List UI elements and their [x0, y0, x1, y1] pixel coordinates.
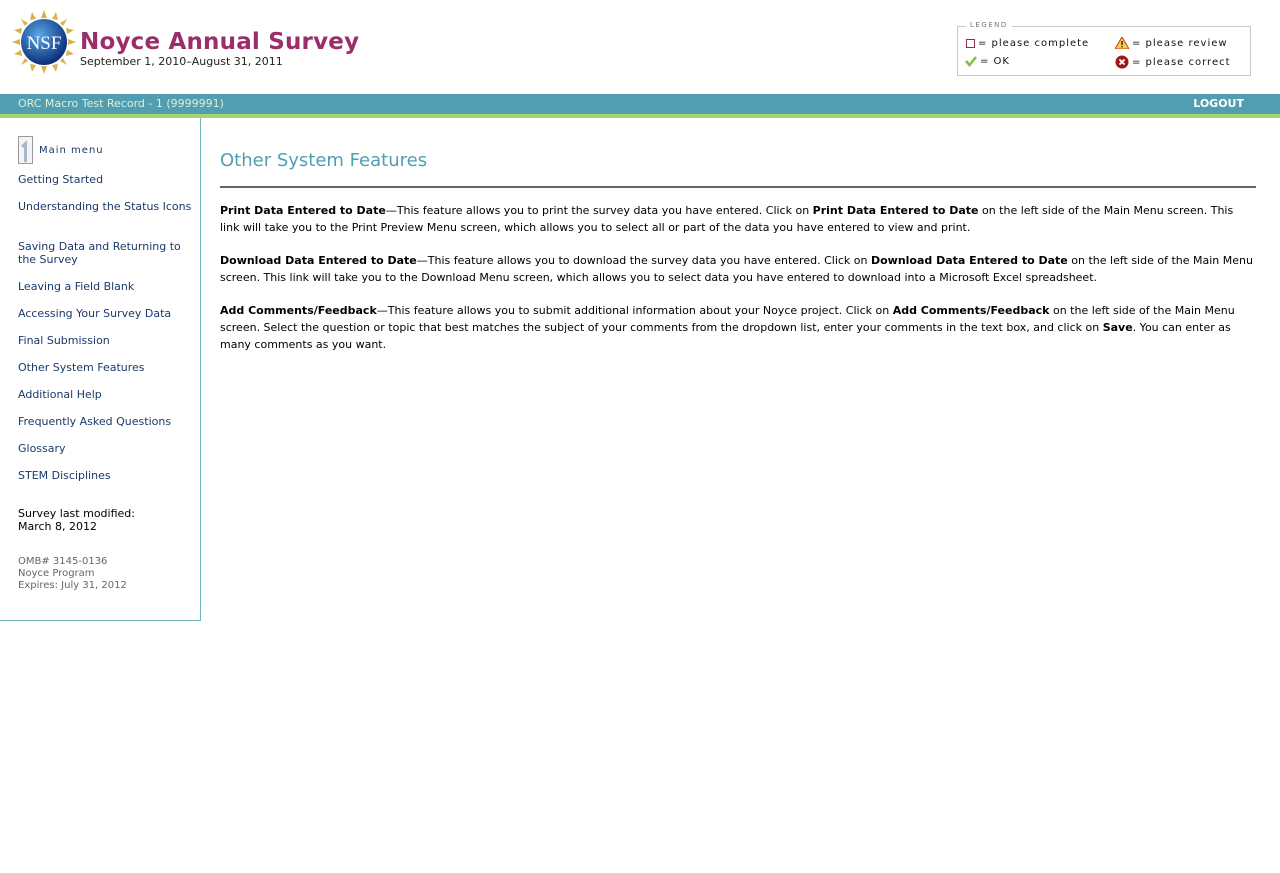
nsf-logo: NSF [12, 10, 76, 74]
sidebar-item-glossary[interactable]: Glossary [18, 442, 66, 455]
last-modified-label: Survey last modified: [18, 507, 135, 520]
omb-info: OMB# 3145-0136 Noyce Program Expires: Ju… [18, 556, 127, 592]
sidebar: Main menu Getting Started Understanding t… [0, 118, 201, 621]
logout-link[interactable]: LOGOUT [1193, 97, 1244, 110]
survey-period: September 1, 2010–August 31, 2011 [80, 55, 283, 68]
page-title: Other System Features [220, 150, 428, 171]
feature-name: Print Data Entered to Date [220, 204, 386, 217]
header: NSF Noyce Annual Survey September 1, 201… [0, 0, 1280, 94]
checkmark-icon [965, 56, 977, 67]
feature-description: on the left side of the Main Menu screen… [220, 204, 1234, 234]
feature-name: Print Data Entered to Date [812, 204, 979, 217]
legend-label: = please correct [1132, 56, 1231, 68]
expiration-date: Expires: July 31, 2012 [18, 580, 127, 591]
feature-description: . You can enter as many comments as you … [220, 321, 1231, 351]
sidebar-item-frequently-asked-questions[interactable]: Frequently Asked Questions [18, 415, 172, 428]
feature-name: Save [1102, 321, 1133, 334]
legend-item-review: = please review [1115, 37, 1228, 49]
legend-title: LEGEND [966, 21, 1012, 29]
app-title: Noyce Annual Survey [80, 29, 360, 55]
main-menu-icon [18, 136, 33, 164]
program-name: Noyce Program [18, 568, 95, 579]
feature-name: Download Data Entered to Date [220, 254, 417, 267]
feature-paragraph: Download Data Entered to Date—This featu… [220, 252, 1256, 286]
warning-icon [1115, 37, 1129, 49]
sidebar-item-stem-disciplines[interactable]: STEM Disciplines [18, 469, 111, 482]
logo-text: NSF [27, 33, 62, 54]
feature-description: —This feature allows you to print the su… [385, 204, 813, 217]
status-legend: LEGEND = please complete = please review… [957, 21, 1251, 76]
legend-item-correct: = please correct [1115, 55, 1231, 69]
legend-item-ok: = OK [965, 55, 1010, 67]
main-content: Other System Features Print Data Entered… [220, 150, 1256, 369]
sidebar-item-getting-started[interactable]: Getting Started [18, 173, 104, 186]
legend-label: = OK [980, 55, 1010, 67]
sidebar-item-final-submission[interactable]: Final Submission [18, 334, 110, 347]
sidebar-item-accessing-your-survey-data[interactable]: Accessing Your Survey Data [18, 307, 172, 320]
sidebar-item-saving-data-and-returning-to-the-survey[interactable]: Saving Data and Returning to the Survey [18, 240, 181, 266]
feature-description: —This feature allows you to download the… [416, 254, 871, 267]
feature-name: Add Comments/Feedback [892, 304, 1050, 317]
omb-number: OMB# 3145-0136 [18, 556, 108, 567]
sidebar-item-understanding-the-status-icons[interactable]: Understanding the Status Icons [18, 200, 192, 213]
feature-description: on the left side of the Main Menu screen… [220, 304, 1235, 334]
last-modified: Survey last modified: March 8, 2012 [18, 507, 135, 533]
error-x-icon [1115, 55, 1129, 69]
record-bar: ORC Macro Test Record - 1 (9999991) LOGO… [0, 94, 1280, 118]
feature-name: Download Data Entered to Date [870, 254, 1068, 267]
title-divider [220, 186, 1256, 188]
empty-box-icon [966, 39, 975, 48]
feature-description: on the left side of the Main Menu screen… [220, 254, 1253, 284]
legend-label: = please complete [978, 38, 1090, 49]
main-menu-label: Main menu [39, 144, 104, 156]
feature-paragraph: Add Comments/Feedback—This feature allow… [220, 302, 1256, 353]
sidebar-item-other-system-features[interactable]: Other System Features [18, 361, 145, 374]
feature-description: —This feature allows you to submit addit… [376, 304, 893, 317]
sidebar-item-additional-help[interactable]: Additional Help [18, 388, 102, 401]
sidebar-item-leaving-a-field-blank[interactable]: Leaving a Field Blank [18, 280, 135, 293]
record-name: ORC Macro Test Record - 1 (9999991) [18, 97, 224, 110]
legend-item-complete: = please complete [966, 38, 1089, 49]
last-modified-date: March 8, 2012 [18, 520, 98, 533]
legend-label: = please review [1132, 37, 1228, 49]
main-menu-link[interactable]: Main menu [18, 136, 104, 164]
feature-paragraph: Print Data Entered to Date—This feature … [220, 202, 1256, 236]
feature-name: Add Comments/Feedback [220, 304, 377, 317]
